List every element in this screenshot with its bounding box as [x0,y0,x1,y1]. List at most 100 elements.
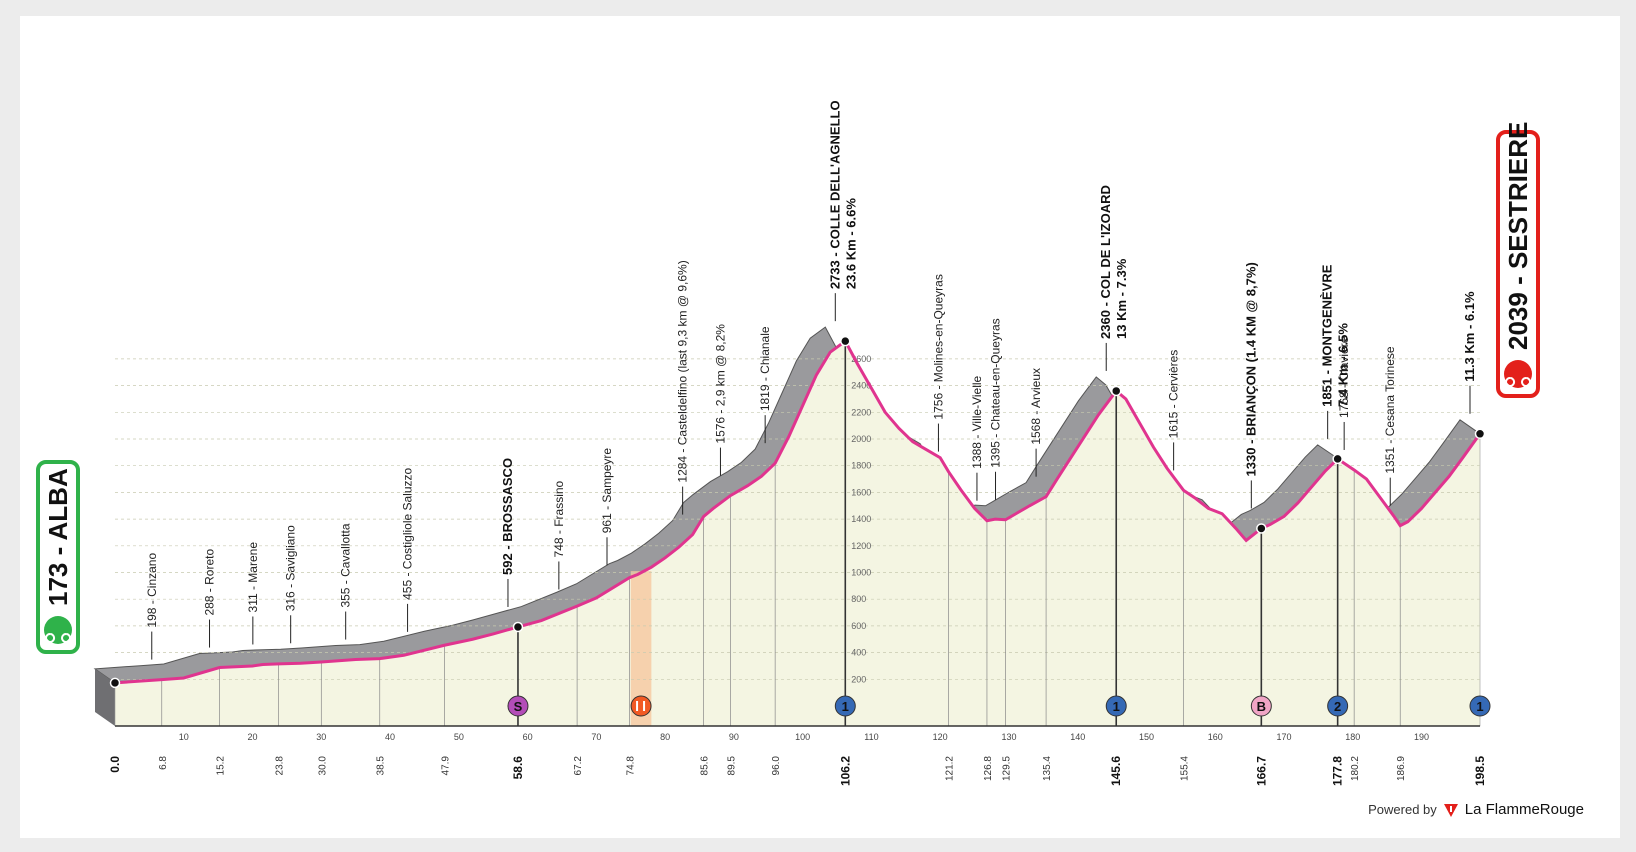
cyclist-icon-finish [1504,360,1532,388]
annotation-label: 1615 - Cervières [1167,350,1181,439]
climb-cat-1-marker-symbol: 1 [842,699,849,714]
km-label: 177.8 [1331,756,1345,786]
climb-cat-1-marker: 1 [1469,695,1491,717]
annotation-label: 1576 - 2,9 km @ 8,2% [713,324,727,444]
start-badge-label: 173 - ALBA [43,468,73,606]
annotation-label: 1768 - Claviere [1337,336,1351,418]
x-tick-label: 70 [591,732,601,742]
km-label: 96.0 [771,756,782,776]
elevation-line [114,338,1482,685]
brand-name: La FlammeRouge [1464,801,1584,818]
annotation-label: 316 - Savigliano [284,525,298,611]
y-tick-label: 1200 [851,541,871,551]
waypoint-dot [1332,453,1343,465]
annotation-label: 961 - Sampeyre [600,448,614,534]
x-tick-label: 60 [523,732,533,742]
km-label: 23.8 [275,756,286,776]
annotation-label: 455 - Costigliole Saluzzo [401,467,415,599]
km-label: 58.6 [511,756,525,780]
x-tick-label: 180 [1345,732,1360,742]
sprint-marker-circle [507,695,529,717]
feed-zone [630,571,652,726]
x-tick-label: 50 [454,732,464,742]
y-tick-label: 400 [851,648,866,658]
climb-cat-1-marker: 1 [1105,695,1127,717]
y-tick-label: 200 [851,674,866,684]
climb-cat-1-marker-circle [1105,695,1127,717]
x-tick-label: 80 [660,732,670,742]
climb-cat-1-marker-symbol: 1 [1476,699,1483,714]
km-label: 85.6 [700,756,711,776]
x-tick-label: 170 [1277,732,1292,742]
elevation-profile-chart: 2004006008001000120014001600180020002200… [36,100,1540,786]
cyclist-icon-start-wheels [45,633,72,643]
y-tick-label: 800 [851,594,866,604]
climb-cat-2-marker-circle [1327,695,1349,717]
y-tick-label: 1400 [851,514,871,524]
y-tick-label: 1800 [851,461,871,471]
x-tick-label: 90 [729,732,739,742]
km-label: 186.9 [1396,756,1407,781]
km-label: 155.4 [1180,756,1191,781]
annotation-label: 2733 - COLLE DELL'AGNELLO [827,100,842,289]
x-tick-label: 150 [1139,732,1154,742]
bonus-marker: B [1250,695,1272,717]
annotation-label: 1395 - Chateau-en-Queyras [989,318,1003,467]
annotation-label: 1351 - Cesana Torinese [1383,346,1397,474]
annotation-label: 1756 - Molines-en-Queyras [931,274,945,419]
annotation-sub: 13 Km - 7.3% [1114,258,1129,339]
sprint-marker-symbol: S [514,699,523,714]
waypoint-dot [1110,385,1122,397]
finish-badge-label: 2039 - SESTRIERE [1503,122,1533,350]
y-tick-label: 600 [851,621,866,631]
x-tick-label: 130 [1001,732,1016,742]
finish-badge-frame [1496,130,1540,398]
x-tick-label: 20 [248,732,258,742]
finish-badge: 2039 - SESTRIERE [1496,122,1540,398]
annotation-label: 1388 - Ville-Vielle [970,375,984,468]
x-tick-label: 10 [179,732,189,742]
sprint-marker: S [507,695,529,717]
y-tick-label: 1000 [851,568,871,578]
km-label: 15.2 [216,756,227,776]
climb-cat-1-marker-circle [834,695,856,717]
km-label: 30.0 [317,756,328,776]
climb-cat-1-marker-circle [1469,695,1491,717]
y-tick-label: 2600 [851,354,871,364]
climb-cat-2-marker: 2 [1327,695,1349,717]
km-label: 47.9 [440,756,451,776]
km-label: 198.5 [1473,756,1487,786]
annotation-label: 2360 - COL DE L'IZOARD [1098,185,1113,339]
km-label: 106.2 [838,756,852,786]
cutlery-icon [636,701,646,711]
annotation-sub: 7.4 Km - 6.5% [1336,323,1351,407]
waypoint-dot [1474,428,1486,440]
x-tick-label: 160 [1208,732,1223,742]
annotation-label: 1284 - Casteldelfino (last 9,3 km @ 9,6%… [676,260,690,482]
km-label: 166.7 [1254,756,1268,786]
km-label: 6.8 [158,756,169,770]
km-label: 38.5 [376,756,387,776]
km-label: 67.2 [573,756,584,776]
y-tick-label: 2000 [851,434,871,444]
start-badge-frame [36,460,80,654]
x-tick-label: 110 [864,732,878,742]
km-label: 135.4 [1042,756,1053,781]
annotation-label: 1819 - Chianale [758,326,772,411]
annotation-label: 288 - Roreto [203,549,217,616]
km-label: 0.0 [108,756,122,773]
annotation-label: 1568 - Arvieux [1029,368,1043,445]
y-tick-label: 2400 [851,381,871,391]
feed-icon [630,695,652,717]
cyclist-icon-start [44,616,72,644]
annotation-label: 748 - Frassino [552,480,566,557]
powered-by-label: Powered by [1368,802,1437,817]
climb-cat-1-marker-symbol: 1 [1113,699,1120,714]
annotation-label: 198 - Cinzano [145,553,159,628]
bonus-marker-circle [1250,695,1272,717]
stage-profile-card: 200 400 600 800 1000 1200 1400 1600 1800 2000 2200… [20,16,1620,838]
x-tick-label: 140 [1070,732,1085,742]
km-label: 74.8 [625,756,636,776]
annotation-label: 355 - Cavallotta [339,523,353,607]
waypoint-dot [512,621,524,633]
